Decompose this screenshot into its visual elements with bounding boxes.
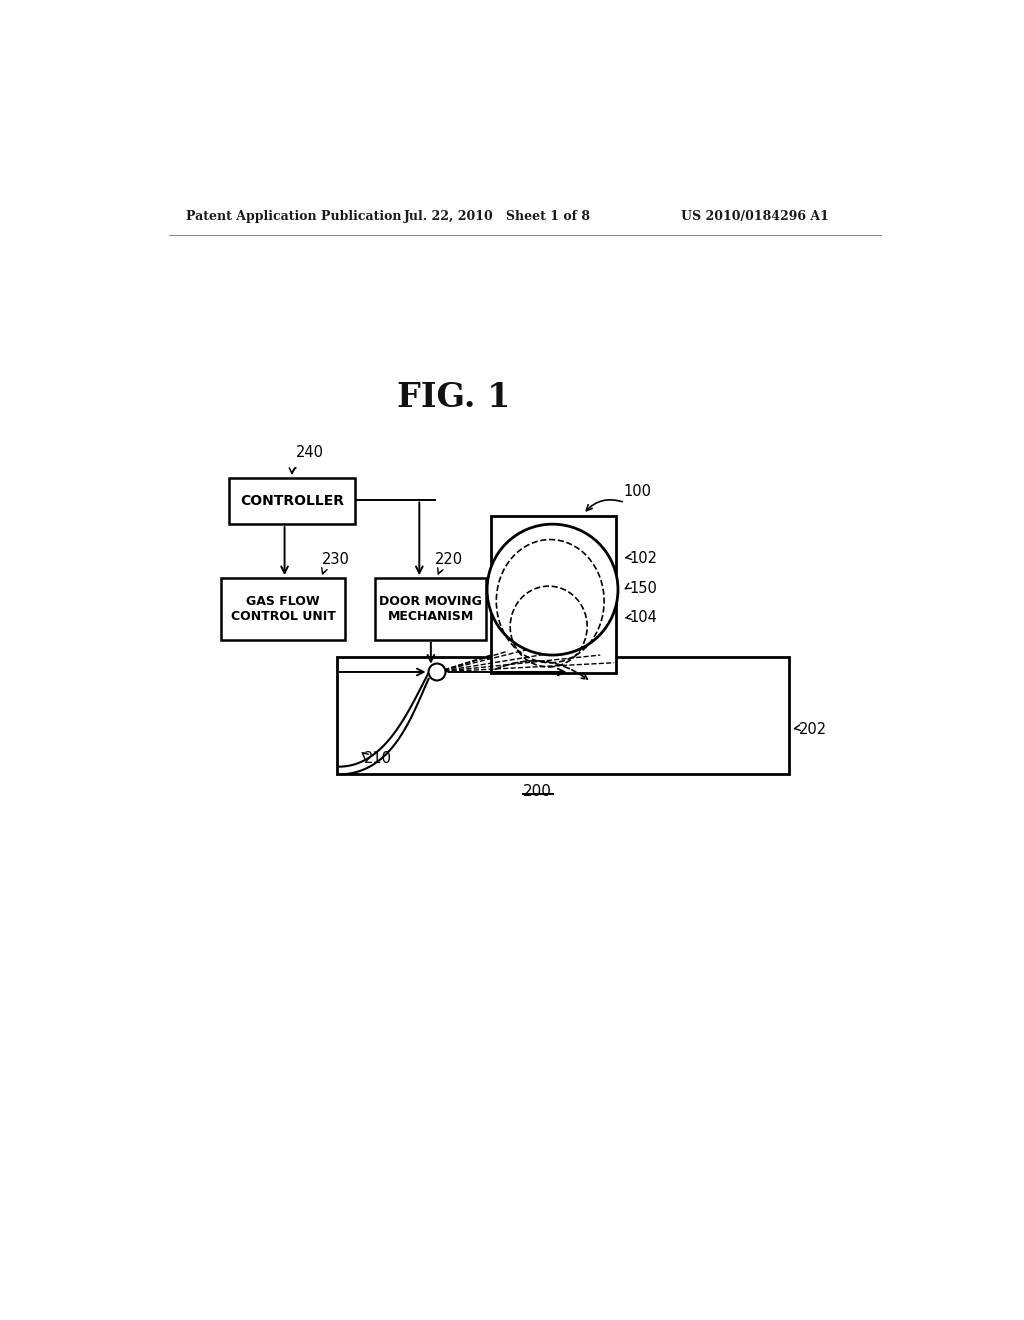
Text: GAS FLOW: GAS FLOW bbox=[246, 594, 319, 607]
Text: MECHANISM: MECHANISM bbox=[388, 610, 474, 623]
Text: 240: 240 bbox=[296, 445, 325, 461]
Text: Jul. 22, 2010   Sheet 1 of 8: Jul. 22, 2010 Sheet 1 of 8 bbox=[403, 210, 591, 223]
Bar bbox=[376, 578, 486, 640]
Text: 210: 210 bbox=[364, 751, 392, 767]
Text: 100: 100 bbox=[624, 483, 651, 499]
Text: 150: 150 bbox=[630, 581, 657, 595]
Bar bbox=[229, 478, 355, 524]
Bar bbox=[221, 578, 345, 640]
Text: 230: 230 bbox=[322, 552, 349, 566]
Text: 200: 200 bbox=[522, 784, 552, 799]
Text: US 2010/0184296 A1: US 2010/0184296 A1 bbox=[681, 210, 829, 223]
Text: 220: 220 bbox=[435, 552, 463, 566]
Text: CONTROLLER: CONTROLLER bbox=[241, 494, 344, 508]
Text: FIG. 1: FIG. 1 bbox=[397, 380, 511, 413]
Circle shape bbox=[429, 664, 445, 681]
Text: Patent Application Publication: Patent Application Publication bbox=[186, 210, 401, 223]
Text: 104: 104 bbox=[630, 610, 657, 624]
Text: 102: 102 bbox=[630, 552, 657, 566]
Bar bbox=[337, 657, 788, 775]
Text: DOOR MOVING: DOOR MOVING bbox=[380, 594, 482, 607]
Text: CONTROL UNIT: CONTROL UNIT bbox=[230, 610, 336, 623]
Bar bbox=[490, 516, 615, 673]
Text: 202: 202 bbox=[799, 722, 827, 738]
Circle shape bbox=[487, 524, 617, 655]
